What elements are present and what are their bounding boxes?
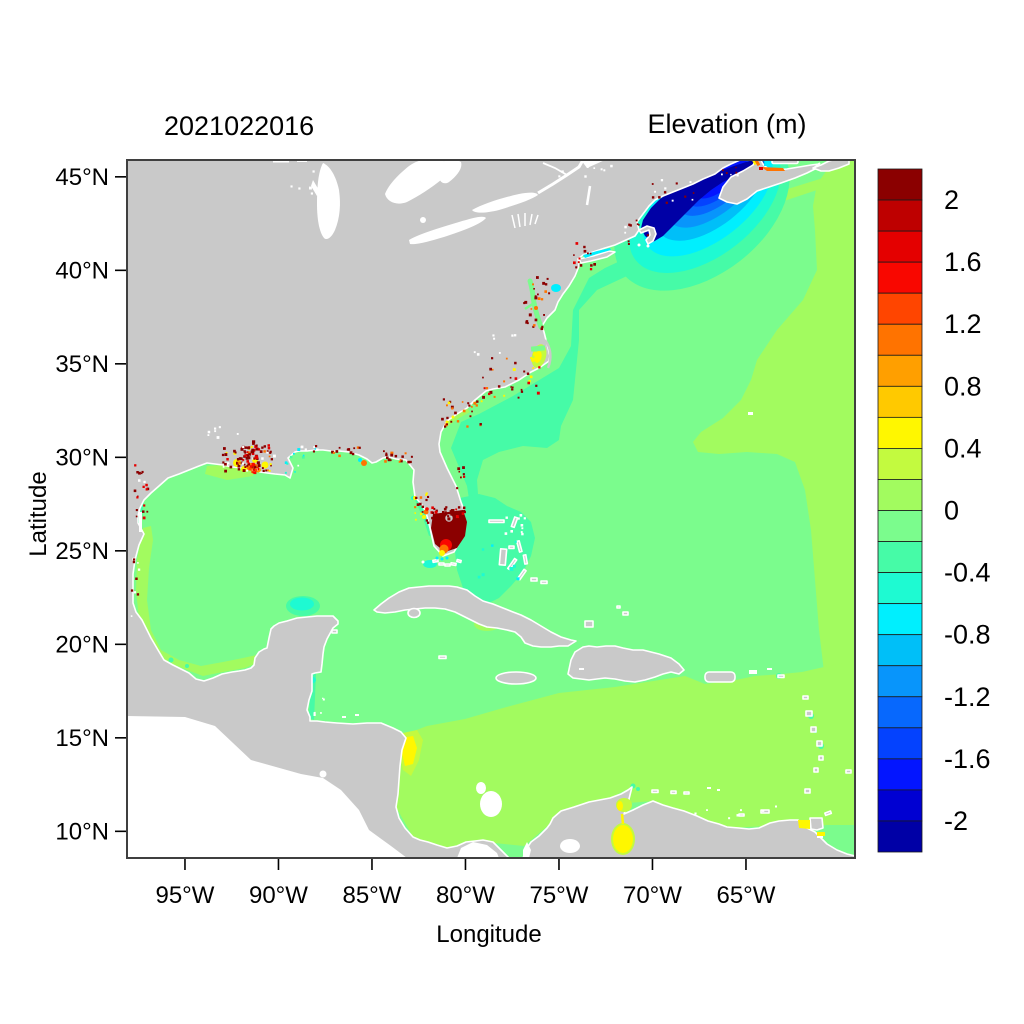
svg-text:-0.8: -0.8 (944, 620, 991, 650)
bahamas (488, 516, 629, 628)
svg-text:40°N: 40°N (55, 257, 109, 284)
lake-champlain (585, 185, 592, 206)
coastal-speck-cells (130, 164, 777, 820)
cozumel (331, 629, 338, 634)
svg-text:30°N: 30°N (55, 444, 109, 471)
svg-text:1.6: 1.6 (944, 247, 982, 277)
trinidad (809, 817, 824, 831)
svg-text:85°W: 85°W (342, 882, 401, 909)
nodata-white (127, 160, 823, 858)
x-axis-label: Longitude (436, 921, 541, 948)
south-america (522, 786, 855, 858)
svg-text:90°W: 90°W (249, 882, 308, 909)
lake-managua (476, 782, 486, 794)
hispaniola (567, 645, 685, 683)
svg-text:95°W: 95°W (155, 882, 214, 909)
colorbar-tick-labels: 2 1.6 1.2 0.8 0.4 0 -0.4 -0.8 -1.2 -1.6 -2 (944, 185, 991, 836)
jamaica (495, 671, 537, 685)
gulf-of-panama (457, 842, 499, 858)
svg-text:-1.6: -1.6 (944, 744, 991, 774)
elev-0-02-regions (136, 160, 855, 848)
nova-scotia (718, 160, 822, 205)
svg-text:-2: -2 (944, 806, 968, 836)
lake-erie (409, 216, 486, 245)
svg-text:0: 0 (944, 496, 959, 526)
svg-text:45°N: 45°N (55, 164, 109, 191)
svg-text:25°N: 25°N (55, 538, 109, 565)
gulf-of-fonseca (319, 770, 327, 778)
florida-keys (432, 558, 462, 567)
st-lawrence-estuary (581, 160, 605, 168)
lesser-antilles (777, 674, 852, 794)
lake-nicaragua (480, 791, 502, 817)
cuba (373, 585, 577, 648)
svg-text:-1.2: -1.2 (944, 682, 991, 712)
colorbar (877, 168, 923, 853)
long-island (578, 250, 616, 264)
lake-michigan (317, 163, 340, 240)
plot-border (126, 159, 856, 859)
coastal-overlays (233, 160, 825, 855)
pacific-ocean (127, 716, 407, 858)
y-axis-label: Latitude (25, 471, 52, 556)
y-axis-ticks: 45°N 40°N 35°N 30°N 25°N 20°N 15°N 10°N (55, 164, 127, 845)
svg-text:65°W: 65°W (716, 882, 775, 909)
svg-text:2: 2 (944, 185, 959, 215)
cape-cod (638, 225, 657, 245)
finger-lakes (511, 213, 539, 229)
gulf-of-uraba (523, 842, 531, 858)
svg-text:15°N: 15°N (55, 725, 109, 752)
bermuda (748, 412, 753, 415)
colorbar-title: Elevation (m) (647, 109, 806, 139)
svg-text:0.8: 0.8 (944, 371, 982, 401)
lake-huron (385, 160, 451, 204)
svg-text:10°N: 10°N (55, 818, 109, 845)
tobago (824, 810, 833, 817)
cape-breton (812, 160, 850, 172)
run-title: 2021022016 (164, 111, 314, 141)
isla-juventud (407, 607, 421, 619)
magdalena-wetlands (560, 839, 580, 853)
svg-text:0.4: 0.4 (944, 433, 982, 463)
svg-text:75°W: 75°W (529, 882, 588, 909)
virgin-islands (749, 670, 757, 674)
x-axis-ticks: 95°W 90°W 85°W 80°W 75°W 70°W 65°W (155, 858, 776, 909)
svg-text:80°W: 80°W (436, 882, 495, 909)
svg-text:20°N: 20°N (55, 631, 109, 658)
georgian-bay (437, 160, 462, 184)
svg-text:35°N: 35°N (55, 351, 109, 378)
cayman (438, 655, 447, 660)
puerto-rico (704, 671, 736, 683)
lake-ontario (472, 192, 538, 213)
map-canvas (127, 160, 855, 858)
svg-text:1.2: 1.2 (944, 309, 982, 339)
svg-text:70°W: 70°W (623, 882, 682, 909)
green-bay (311, 180, 320, 196)
svg-text:-0.4: -0.4 (944, 558, 991, 588)
outer-banks (543, 339, 552, 369)
lake-st-clair (420, 217, 426, 223)
